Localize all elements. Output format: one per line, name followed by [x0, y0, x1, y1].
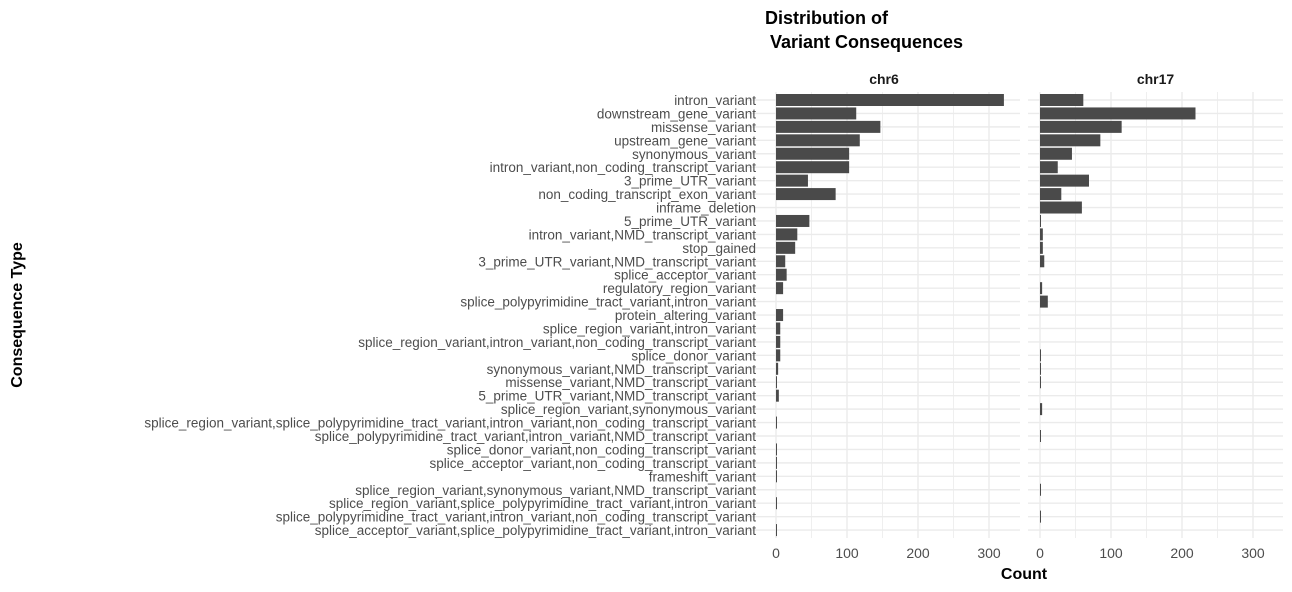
y-tick-label: splice_donor_variant [631, 348, 756, 363]
bar-chr17-5 [1040, 161, 1058, 174]
y-tick-label: 5_prime_UTR_variant,NMD_transcript_varia… [478, 389, 756, 404]
chart-title-line-1: Distribution of [765, 8, 889, 28]
bar-chr6-2 [776, 120, 881, 133]
y-tick-label: splice_acceptor_variant,non_coding_trans… [430, 456, 757, 471]
bar-chr17-31 [1040, 510, 1041, 523]
y-tick-label: regulatory_region_variant [603, 281, 756, 296]
panel-chr17: chr17 0 100 200 300 [1028, 71, 1283, 561]
bar-chr17-25 [1040, 430, 1041, 442]
bar-chr6-26 [776, 443, 777, 456]
bar-chr6-7 [776, 188, 836, 201]
y-tick-label: 3_prime_UTR_variant,NMD_transcript_varia… [478, 254, 756, 269]
bar-chr17-29 [1040, 483, 1041, 496]
bar-chr6-17 [776, 322, 781, 335]
bar-chr17-14 [1040, 282, 1043, 295]
bar-chr17-21 [1040, 376, 1041, 389]
x-tick-label: 200 [906, 545, 930, 561]
y-tick-label: 5_prime_UTR_variant [624, 214, 756, 229]
y-tick-label: splice_region_variant,intron_variant [543, 321, 756, 336]
bar-chr6-22 [776, 389, 779, 402]
bar-chr17-4 [1040, 147, 1072, 160]
bar-chr17-6 [1040, 174, 1089, 187]
y-tick-label: synonymous_variant [632, 147, 756, 162]
y-tick-label: inframe_deletion [656, 201, 756, 216]
bar-chr6-6 [776, 174, 808, 187]
bar-chr6-3 [776, 134, 860, 147]
y-tick-label: splice_polypyrimidine_tract_variant,intr… [276, 510, 757, 525]
y-tick-label: missense_variant,NMD_transcript_variant [505, 375, 756, 390]
x-tick-label: 0 [1036, 545, 1044, 561]
bar-chr17-23 [1040, 403, 1043, 416]
bar-chr17-11 [1040, 241, 1043, 254]
bar-chr17-0 [1040, 94, 1084, 106]
y-tick-label: non_coding_transcript_exon_variant [538, 187, 756, 202]
x-tick-label: 300 [977, 545, 1001, 561]
y-tick-label: splice_region_variant,splice_polypyrimid… [144, 416, 756, 431]
bar-chr6-21 [776, 376, 777, 389]
bar-chr6-16 [776, 309, 784, 322]
chart-title-line-2: Variant Consequences [765, 32, 963, 52]
bar-chr6-14 [776, 282, 784, 295]
y-tick-label: splice_region_variant,synonymous_variant… [355, 483, 756, 498]
bar-chr17-7 [1040, 188, 1062, 201]
bar-chr17-2 [1040, 120, 1122, 133]
y-tick-label: protein_altering_variant [615, 308, 756, 323]
bar-chr17-19 [1040, 349, 1041, 362]
facet-label-chr6: chr6 [869, 71, 899, 87]
y-tick-label: splice_acceptor_variant,splice_polypyrim… [315, 523, 756, 538]
y-axis-title: Consequence Type [9, 242, 26, 388]
x-tick-label: 300 [1241, 545, 1265, 561]
y-tick-label: splice_region_variant,intron_variant,non… [358, 335, 756, 350]
bar-chr6-5 [776, 161, 850, 174]
y-tick-label: splice_donor_variant,non_coding_transcri… [447, 442, 756, 457]
y-tick-label: synonymous_variant,NMD_transcript_varian… [487, 362, 757, 377]
y-tick-label: upstream_gene_variant [614, 133, 756, 148]
bar-chr6-4 [776, 147, 850, 160]
y-tick-label: frameshift_variant [649, 469, 757, 484]
bar-chr17-9 [1040, 214, 1041, 227]
bar-chr6-9 [776, 214, 810, 227]
bar-chr6-19 [776, 349, 781, 362]
bar-chr6-0 [776, 94, 1004, 106]
y-tick-label: splice_region_variant,splice_polypyrimid… [329, 496, 756, 511]
y-tick-label: splice_region_variant,synonymous_variant [501, 402, 756, 417]
bar-chr17-12 [1040, 255, 1045, 268]
bar-chr6-30 [776, 497, 777, 510]
x-tick-label: 100 [1099, 545, 1123, 561]
bar-chr17-8 [1040, 201, 1082, 214]
y-tick-label: 3_prime_UTR_variant [624, 174, 756, 189]
bar-chr6-24 [776, 416, 777, 429]
bar-chr6-32 [776, 524, 777, 537]
y-tick-label: downstream_gene_variant [597, 106, 756, 121]
y-tick-label: intron_variant,non_coding_transcript_var… [490, 160, 757, 175]
bar-chr17-3 [1040, 134, 1101, 147]
bar-chr17-1 [1040, 107, 1196, 120]
bar-chr17-10 [1040, 228, 1043, 241]
y-tick-label: intron_variant,NMD_transcript_variant [529, 227, 757, 242]
y-tick-label: intron_variant [674, 93, 756, 108]
bar-chr6-20 [776, 362, 779, 375]
bar-chr6-28 [776, 470, 777, 483]
x-tick-label: 200 [1170, 545, 1194, 561]
y-tick-label: splice_polypyrimidine_tract_variant,intr… [315, 429, 756, 444]
x-tick-label: 100 [835, 545, 859, 561]
y-tick-label: missense_variant [651, 120, 756, 135]
bar-chr6-10 [776, 228, 798, 241]
facet-label-chr17: chr17 [1137, 71, 1175, 87]
y-tick-label: splice_polypyrimidine_tract_variant,intr… [460, 295, 756, 310]
bar-chr17-15 [1040, 295, 1048, 308]
bar-chr6-1 [776, 107, 857, 120]
y-tick-label: stop_gained [682, 241, 756, 256]
bar-chr6-12 [776, 255, 786, 268]
panel-chr6: chr6 0 100 200 300 [748, 71, 1020, 561]
x-axis-title: Count [1001, 566, 1048, 583]
bar-chr6-27 [776, 456, 777, 469]
y-tick-label: splice_acceptor_variant [614, 268, 756, 283]
bar-chr17-20 [1040, 362, 1041, 375]
bar-chr6-13 [776, 268, 787, 281]
x-tick-label: 0 [772, 545, 780, 561]
bar-chr6-11 [776, 241, 796, 254]
bar-chr6-18 [776, 335, 781, 348]
